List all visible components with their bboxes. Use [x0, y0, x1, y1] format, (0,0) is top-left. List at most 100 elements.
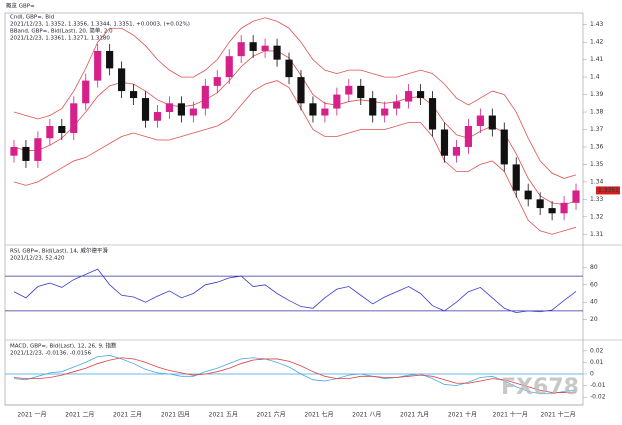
series-line — [13, 80, 577, 235]
y-tick-label: 20 — [590, 316, 598, 323]
x-tick-label: 2021 三月 — [113, 412, 142, 419]
candle-body — [548, 208, 556, 214]
candle-body — [34, 138, 42, 161]
y-tick-label: -0.02 — [590, 394, 606, 401]
candle-body — [536, 199, 544, 209]
candle-body — [213, 77, 221, 86]
candle-body — [500, 129, 508, 165]
series-line — [13, 357, 577, 393]
series-line — [13, 268, 577, 314]
x-tick-label: 2021 一月 — [17, 412, 46, 419]
candle-body — [321, 108, 329, 116]
candle-body — [225, 56, 233, 78]
panel-header: MACD, GBP=, Bid(Last), 12, 26, 9, 指数 — [10, 342, 117, 350]
candle-body — [189, 108, 197, 116]
y-tick-label: 1.32 — [590, 213, 604, 220]
panel-header: 2021/12/23, 1.3352, 1.3356, 1.3344, 1.33… — [10, 22, 190, 28]
x-tick-label: 2021 七月 — [304, 411, 333, 419]
candle-body — [476, 115, 484, 127]
watermark: FX678 — [501, 375, 579, 400]
candle-body — [416, 91, 425, 99]
candle-body — [106, 50, 114, 69]
x-tick-label: 2021 四月 — [161, 412, 190, 419]
y-tick-label: 0 — [590, 371, 594, 378]
y-tick-label: 40 — [590, 299, 598, 306]
candle-body — [10, 146, 18, 156]
y-tick-label: 1.36 — [590, 143, 604, 150]
candle-body — [333, 94, 341, 109]
candle-body — [428, 98, 437, 130]
y-tick-label: 1.35 — [590, 161, 604, 168]
panel-header: 2021/12/23, 1.3361, 1.3271, 1.3180 — [10, 36, 110, 42]
candle-body — [129, 91, 138, 99]
y-tick-label: 1.43 — [590, 21, 604, 28]
candle-body — [177, 103, 185, 116]
candle-body — [464, 126, 472, 147]
candle-body — [118, 68, 126, 92]
candle-body — [165, 103, 174, 113]
panel-header: 2021/12/23, 52.420 — [10, 256, 65, 262]
candle-body — [405, 91, 413, 102]
candle-body — [297, 77, 305, 104]
series-line — [13, 17, 577, 179]
candle-body — [440, 129, 449, 156]
candle-body — [261, 45, 269, 51]
last-price-label: 1.3351 — [598, 187, 619, 194]
last-price-box — [596, 186, 620, 195]
candle-body — [369, 98, 377, 116]
y-tick-label: 1.31 — [590, 231, 604, 238]
x-tick-label: 2021 九月 — [400, 411, 429, 419]
panel-header: BBand, GBP=, Bid(Last), 20, 简单, 2.0 — [10, 27, 113, 35]
y-tick-label: 60 — [590, 281, 598, 288]
series-line — [13, 50, 577, 205]
candle-body — [345, 85, 353, 95]
candle-body — [94, 50, 102, 81]
window-title: 概览 GBP= — [6, 2, 35, 10]
y-tick-label: 1.41 — [590, 56, 604, 63]
candle-body — [381, 108, 389, 116]
x-tick-label: 2021 八月 — [352, 412, 381, 419]
x-tick-label: 2021 六月 — [256, 411, 285, 419]
y-tick-label: 1.38 — [590, 109, 604, 116]
y-tick-label: 80 — [590, 264, 598, 271]
x-tick-label: 2021 二月 — [65, 412, 94, 419]
x-tick-label: 2021 十二月 — [540, 411, 575, 419]
panel-header: 2021/12/23, -0.0136, -0.0156 — [10, 351, 92, 357]
y-tick-label: 0.02 — [590, 347, 604, 354]
candle-body — [357, 85, 365, 99]
x-tick-label: 2021 十一月 — [493, 411, 528, 419]
y-tick-label: -0.01 — [590, 382, 606, 389]
candle-body — [58, 126, 66, 133]
candle-body — [70, 103, 78, 133]
y-tick-label: 1.33 — [590, 196, 604, 203]
candle-body — [153, 112, 162, 121]
candle-body — [141, 98, 150, 121]
candle-body — [249, 42, 257, 51]
candle-body — [512, 164, 520, 191]
y-tick-label: 1.34 — [590, 178, 604, 185]
y-tick-label: 1.37 — [590, 126, 604, 133]
candle-body — [273, 45, 281, 60]
y-tick-label: 1.42 — [590, 39, 604, 46]
candle-body — [46, 126, 54, 139]
x-tick-label: 2021 十月 — [448, 411, 477, 419]
candle-body — [22, 146, 30, 161]
y-tick-label: 0.01 — [590, 359, 604, 366]
candle-body — [393, 101, 401, 109]
y-tick-label: 1.4 — [590, 74, 600, 81]
candle-body — [82, 80, 90, 104]
candle-body — [452, 146, 461, 156]
series-line — [13, 355, 577, 395]
candle-body — [285, 59, 293, 78]
candle-body — [488, 115, 496, 130]
candle-body — [201, 85, 209, 109]
candle-body — [237, 42, 245, 57]
candle-body — [560, 202, 568, 214]
candle-body — [572, 190, 580, 203]
y-tick-label: 1.39 — [590, 91, 604, 98]
candle-body — [524, 190, 532, 200]
panel-header: RSI, GBP=, Bid(Last), 14, 威尔德平滑 — [10, 247, 108, 255]
panel-header: Cndl, GBP=, Bid — [10, 15, 54, 21]
